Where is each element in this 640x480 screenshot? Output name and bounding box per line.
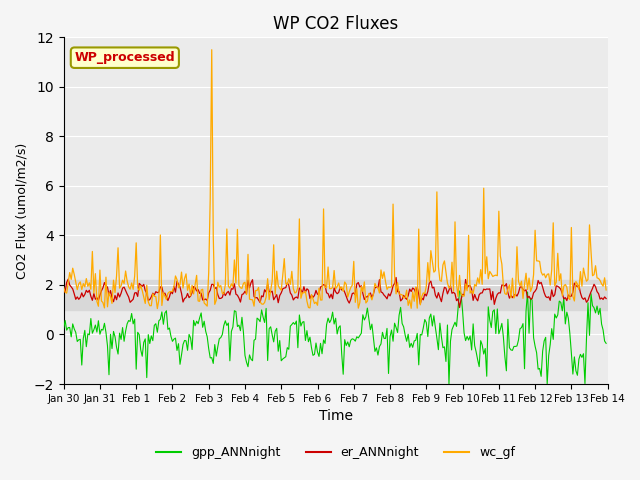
Bar [63, 280, 607, 310]
gpp_ANNnight [126, 319, 134, 324]
wc_gf [300, 290, 308, 296]
er_ANNnight [126, 300, 134, 305]
er_ANNnight [392, 275, 400, 280]
gpp_ANNnight [249, 358, 257, 364]
wc_gf [243, 292, 250, 298]
Title: WP CO2 Fluxes: WP CO2 Fluxes [273, 15, 398, 33]
wc_gf [208, 47, 216, 53]
gpp_ANNnight [602, 340, 610, 346]
X-axis label: Time: Time [319, 409, 353, 423]
Line: gpp_ANNnight: gpp_ANNnight [63, 291, 606, 384]
gpp_ANNnight [239, 330, 247, 336]
er_ANNnight [575, 283, 583, 288]
Text: WP_processed: WP_processed [74, 51, 175, 64]
er_ANNnight [239, 291, 247, 297]
gpp_ANNnight [456, 288, 463, 294]
wc_gf [602, 287, 610, 293]
gpp_ANNnight [297, 323, 305, 329]
wc_gf [126, 286, 134, 292]
Legend: gpp_ANNnight, er_ANNnight, wc_gf: gpp_ANNnight, er_ANNnight, wc_gf [151, 442, 520, 465]
gpp_ANNnight [575, 356, 583, 362]
wc_gf [154, 306, 161, 312]
er_ANNnight [249, 277, 257, 283]
wc_gf [575, 287, 583, 292]
er_ANNnight [60, 289, 67, 295]
Line: wc_gf: wc_gf [63, 50, 606, 309]
gpp_ANNnight [221, 318, 229, 324]
wc_gf [225, 283, 232, 289]
wc_gf [252, 288, 259, 293]
er_ANNnight [221, 293, 229, 299]
gpp_ANNnight [445, 381, 453, 387]
gpp_ANNnight [60, 325, 67, 331]
er_ANNnight [456, 305, 463, 311]
er_ANNnight [602, 296, 610, 301]
Y-axis label: CO2 Flux (umol/m2/s): CO2 Flux (umol/m2/s) [15, 143, 28, 279]
wc_gf [60, 284, 67, 290]
Line: er_ANNnight: er_ANNnight [63, 277, 606, 308]
er_ANNnight [297, 287, 305, 293]
